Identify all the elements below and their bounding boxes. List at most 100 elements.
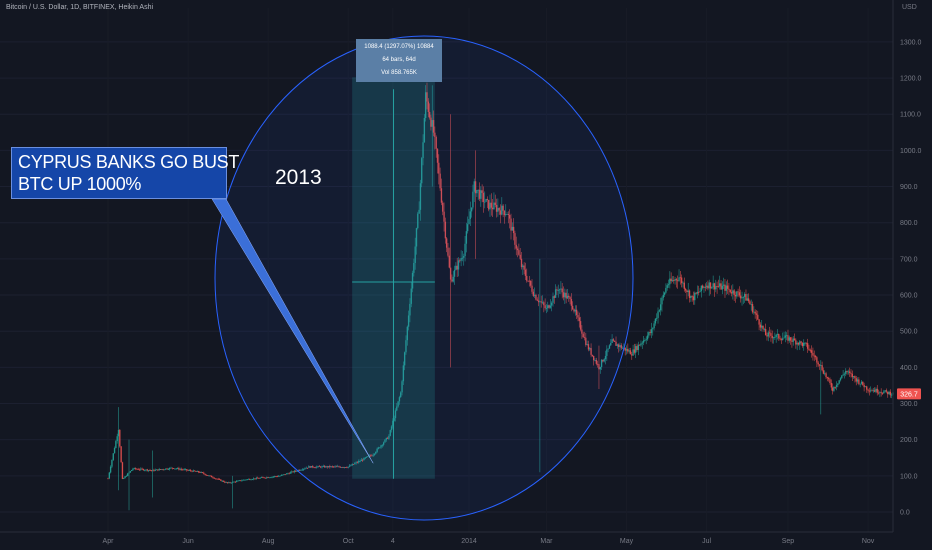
candle-body [645, 339, 647, 341]
candle-body [746, 298, 748, 301]
y-tick-label: 700.0 [900, 256, 918, 263]
candle-body [780, 339, 783, 341]
candle-body [653, 323, 655, 329]
candle-body [195, 471, 197, 472]
candle-body [232, 481, 234, 483]
candle-body [690, 295, 692, 298]
candle-body [226, 482, 229, 484]
candle-body [401, 381, 403, 393]
candle-body [743, 294, 746, 297]
candle-body [797, 342, 800, 345]
candle-body [590, 348, 592, 355]
candle-body [719, 283, 721, 287]
candle-body [187, 470, 189, 472]
candle-body [566, 295, 569, 299]
candle-body [264, 477, 267, 479]
year-label: 2013 [275, 166, 322, 189]
candle-body [561, 288, 563, 293]
candle-body [589, 348, 591, 350]
candle-body [243, 479, 246, 481]
candle-body [263, 477, 265, 479]
candle-body [879, 392, 881, 394]
candle-body [701, 285, 704, 288]
candle-body [413, 262, 415, 273]
candle-body [465, 231, 468, 244]
candle-body [787, 335, 789, 341]
callout-line-2: BTC UP 1000% [18, 174, 142, 194]
candle-body [301, 469, 303, 471]
candle-body [812, 352, 814, 356]
candle-body [608, 345, 611, 349]
candle-body [512, 226, 515, 234]
candle-body [363, 457, 365, 461]
candle-body [619, 345, 621, 348]
candle-body [267, 477, 269, 478]
candle-body [130, 470, 133, 472]
candle-body [191, 470, 193, 472]
candle-body [390, 426, 393, 431]
candle-body [346, 467, 348, 469]
candle-body [753, 311, 755, 313]
candle-body [146, 469, 149, 471]
candle-body [245, 479, 247, 481]
candle-body [511, 226, 514, 231]
candle-body [253, 478, 255, 480]
candle-body [885, 390, 888, 392]
y-tick-label: 1300.0 [900, 39, 922, 46]
candle-body [614, 340, 616, 342]
candle-body [652, 328, 654, 330]
candle-body [351, 464, 353, 466]
candle-body [365, 456, 368, 458]
candle-body [826, 377, 829, 379]
candle-body [869, 390, 872, 392]
candle-body [793, 338, 796, 341]
candle-body [168, 467, 171, 470]
candle-body [824, 373, 826, 375]
candle-body [620, 345, 622, 349]
time-axis: Apr Jun Aug Oct 4 2014 Mar May Jul Sep Nov [103, 538, 875, 545]
candle-body [455, 265, 457, 270]
candle-body [411, 272, 414, 289]
currency-label: USD [902, 4, 917, 11]
candle-body [493, 202, 495, 210]
candle-body [453, 269, 456, 277]
candle-body [277, 476, 280, 477]
candle-body [574, 309, 577, 312]
candle-body [445, 238, 448, 248]
candle-body [694, 292, 696, 301]
candle-body [526, 275, 528, 281]
candle-body [398, 397, 401, 402]
candle-body [782, 338, 784, 341]
candle-body [120, 446, 122, 463]
candle-body [679, 277, 682, 279]
candle-body [873, 390, 876, 392]
candle-body [758, 319, 760, 325]
candle-body [163, 469, 166, 471]
candle-body [428, 111, 431, 118]
candle-body [571, 305, 574, 310]
candle-body [799, 341, 801, 345]
candle-body [499, 210, 502, 215]
candle-body [791, 340, 793, 342]
candle-body [330, 466, 332, 468]
candle-body [119, 429, 121, 447]
callout-pointer [211, 198, 374, 464]
candle-body [837, 383, 839, 386]
candle-body [579, 321, 582, 330]
candle-body [868, 390, 871, 392]
candle-body [682, 282, 684, 284]
candle-body [553, 296, 556, 298]
candle-body [344, 467, 347, 468]
candle-body [358, 461, 360, 463]
candle-body [774, 337, 776, 338]
callout-box[interactable]: CYPRUS BANKS GO BUST BTC UP 1000% [11, 147, 239, 199]
candle-body [606, 349, 608, 356]
candle-body [444, 221, 447, 239]
candle-body [431, 120, 433, 127]
candle-body [705, 285, 708, 288]
candle-body [393, 418, 395, 421]
candle-body [843, 373, 846, 375]
candle-body [827, 378, 830, 380]
candle-body [890, 394, 893, 396]
